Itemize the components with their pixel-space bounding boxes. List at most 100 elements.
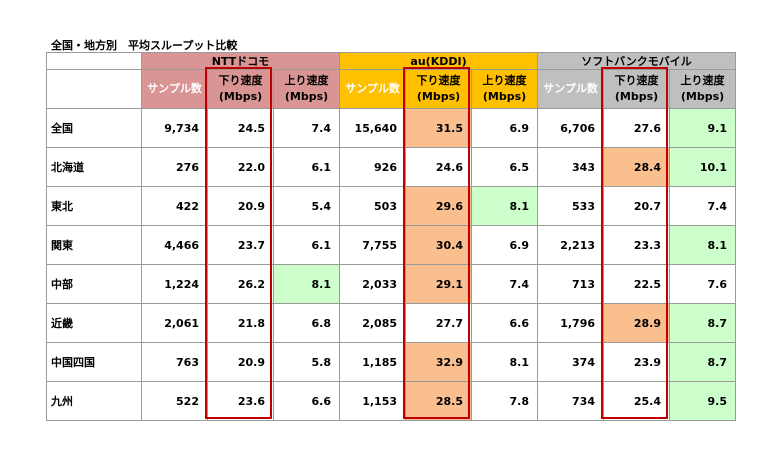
download-header: 下り速度 (Mbps) (603, 69, 670, 109)
docomo-samples-cell: 2,061 (141, 303, 208, 343)
au-download-cell: 32.9 (405, 342, 472, 382)
au-download-cell: 31.5 (405, 108, 472, 148)
docomo-download-cell: 23.6 (207, 381, 274, 421)
throughput-table: NTTドコモ au(KDDI) ソフトバンクモバイル サンプル数 下り速度 (Mb… (46, 52, 736, 421)
region-name: 近畿 (46, 303, 142, 343)
au-upload-cell: 7.4 (471, 264, 538, 304)
softbank-upload-cell: 7.4 (669, 186, 736, 226)
au-download-cell: 28.5 (405, 381, 472, 421)
table-row: 関東 4,466 23.7 6.1 7,755 30.4 6.9 2,213 23.3 8.1 (46, 225, 736, 265)
docomo-samples-cell: 4,466 (141, 225, 208, 265)
carrier-header-docomo: NTTドコモ (141, 52, 340, 70)
au-download-cell: 29.6 (405, 186, 472, 226)
au-upload-cell: 8.1 (471, 342, 538, 382)
page-title: 全国・地方別 平均スループット比較 (51, 39, 238, 52)
upload-header: 上り速度 (Mbps) (669, 69, 736, 109)
au-upload-cell: 6.5 (471, 147, 538, 187)
au-download-cell: 24.6 (405, 147, 472, 187)
docomo-upload-cell: 6.1 (273, 225, 340, 265)
au-upload-cell: 6.9 (471, 108, 538, 148)
au-samples-cell: 1,185 (339, 342, 406, 382)
region-name: 九州 (46, 381, 142, 421)
region-name: 関東 (46, 225, 142, 265)
au-upload-cell: 7.8 (471, 381, 538, 421)
softbank-samples-cell: 374 (537, 342, 604, 382)
table-row: 近畿 2,061 21.8 6.8 2,085 27.7 6.6 1,796 28.9 8.7 (46, 303, 736, 343)
docomo-download-cell: 24.5 (207, 108, 274, 148)
docomo-upload-cell: 8.1 (273, 264, 340, 304)
table-row: 中国四国 763 20.9 5.8 1,185 32.9 8.1 374 23.9 8.7 (46, 342, 736, 382)
softbank-samples-cell: 533 (537, 186, 604, 226)
docomo-download-cell: 20.9 (207, 186, 274, 226)
docomo-download-cell: 20.9 (207, 342, 274, 382)
docomo-samples-cell: 1,224 (141, 264, 208, 304)
corner-cell (46, 69, 142, 109)
au-download-cell: 29.1 (405, 264, 472, 304)
au-download-cell: 30.4 (405, 225, 472, 265)
docomo-upload-cell: 6.8 (273, 303, 340, 343)
upload-header: 上り速度 (Mbps) (471, 69, 538, 109)
region-name: 中国四国 (46, 342, 142, 382)
metric-header-row: サンプル数 下り速度 (Mbps) 上り速度 (Mbps) サンプル数 下り速度 (M… (46, 69, 736, 109)
softbank-download-cell: 25.4 (603, 381, 670, 421)
softbank-download-cell: 27.6 (603, 108, 670, 148)
docomo-upload-cell: 5.4 (273, 186, 340, 226)
softbank-upload-cell: 9.1 (669, 108, 736, 148)
au-samples-cell: 2,033 (339, 264, 406, 304)
docomo-download-cell: 26.2 (207, 264, 274, 304)
softbank-upload-cell: 7.6 (669, 264, 736, 304)
carrier-header-softbank: ソフトバンクモバイル (537, 52, 736, 70)
docomo-download-cell: 22.0 (207, 147, 274, 187)
au-samples-cell: 15,640 (339, 108, 406, 148)
docomo-samples-cell: 763 (141, 342, 208, 382)
table-row: 全国 9,734 24.5 7.4 15,640 31.5 6.9 6,706 27.6 9.1 (46, 108, 736, 148)
docomo-download-cell: 23.7 (207, 225, 274, 265)
docomo-download-cell: 21.8 (207, 303, 274, 343)
softbank-upload-cell: 8.1 (669, 225, 736, 265)
au-upload-cell: 6.6 (471, 303, 538, 343)
docomo-upload-cell: 7.4 (273, 108, 340, 148)
softbank-download-cell: 28.9 (603, 303, 670, 343)
region-name: 中部 (46, 264, 142, 304)
softbank-download-cell: 28.4 (603, 147, 670, 187)
au-samples-cell: 7,755 (339, 225, 406, 265)
table-row: 東北 422 20.9 5.4 503 29.6 8.1 533 20.7 7.4 (46, 186, 736, 226)
carrier-header-au: au(KDDI) (339, 52, 538, 70)
au-upload-cell: 6.9 (471, 225, 538, 265)
download-header: 下り速度 (Mbps) (405, 69, 472, 109)
softbank-download-cell: 23.3 (603, 225, 670, 265)
upload-header: 上り速度 (Mbps) (273, 69, 340, 109)
region-name: 全国 (46, 108, 142, 148)
samples-header: サンプル数 (339, 69, 406, 109)
docomo-samples-cell: 422 (141, 186, 208, 226)
au-samples-cell: 926 (339, 147, 406, 187)
docomo-upload-cell: 5.8 (273, 342, 340, 382)
au-samples-cell: 2,085 (339, 303, 406, 343)
table-row: 九州 522 23.6 6.6 1,153 28.5 7.8 734 25.4 9.5 (46, 381, 736, 421)
softbank-samples-cell: 713 (537, 264, 604, 304)
samples-header: サンプル数 (537, 69, 604, 109)
au-download-cell: 27.7 (405, 303, 472, 343)
softbank-samples-cell: 1,796 (537, 303, 604, 343)
docomo-upload-cell: 6.1 (273, 147, 340, 187)
softbank-download-cell: 23.9 (603, 342, 670, 382)
softbank-upload-cell: 9.5 (669, 381, 736, 421)
carrier-header-row: NTTドコモ au(KDDI) ソフトバンクモバイル (46, 52, 736, 70)
docomo-samples-cell: 522 (141, 381, 208, 421)
softbank-samples-cell: 2,213 (537, 225, 604, 265)
docomo-samples-cell: 276 (141, 147, 208, 187)
table-row: 北海道 276 22.0 6.1 926 24.6 6.5 343 28.4 10.1 (46, 147, 736, 187)
samples-header: サンプル数 (141, 69, 208, 109)
docomo-samples-cell: 9,734 (141, 108, 208, 148)
corner-cell (46, 52, 142, 70)
au-upload-cell: 8.1 (471, 186, 538, 226)
download-header: 下り速度 (Mbps) (207, 69, 274, 109)
softbank-download-cell: 20.7 (603, 186, 670, 226)
region-name: 東北 (46, 186, 142, 226)
softbank-download-cell: 22.5 (603, 264, 670, 304)
softbank-upload-cell: 8.7 (669, 303, 736, 343)
softbank-samples-cell: 734 (537, 381, 604, 421)
region-name: 北海道 (46, 147, 142, 187)
au-samples-cell: 1,153 (339, 381, 406, 421)
au-samples-cell: 503 (339, 186, 406, 226)
